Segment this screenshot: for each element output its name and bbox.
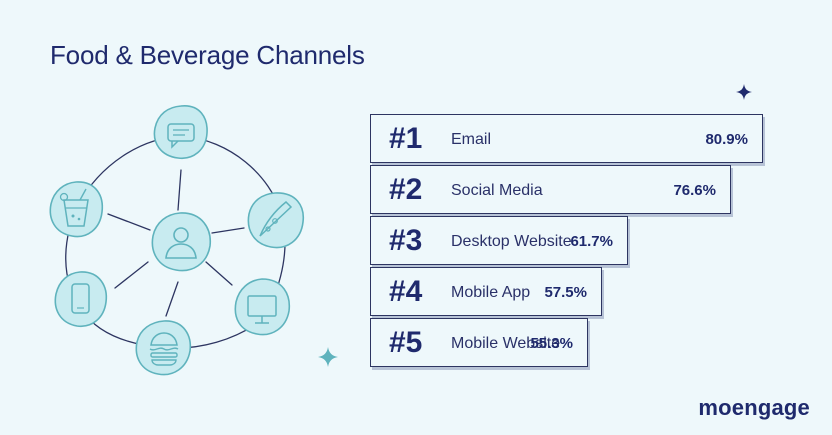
- hub-spokes: [107, 169, 245, 317]
- drink-glass-icon: [49, 181, 104, 238]
- channel-label: Mobile App: [451, 284, 531, 301]
- channel-value: 76.6%: [673, 182, 716, 199]
- rank-row-5: #5 Mobile Website 55.3%: [370, 318, 588, 367]
- channel-hub-illustration: [49, 105, 305, 376]
- moengage-logo: moengage: [698, 395, 810, 420]
- pizza-slice-icon: [247, 192, 305, 249]
- channel-value: 57.5%: [544, 284, 587, 301]
- rank-row-3: #3 Desktop Website 61.7%: [370, 216, 628, 265]
- sparkle-icon: [736, 84, 752, 100]
- channel-value: 80.9%: [705, 131, 748, 148]
- rank-row-2: #2 Social Media 76.6%: [370, 165, 731, 214]
- rank-number: #4: [389, 275, 423, 308]
- channel-value: 61.7%: [570, 233, 613, 250]
- rank-row-1: #1 Email 80.9%: [370, 114, 763, 163]
- teal-sparkle-icon: [318, 347, 338, 367]
- channel-label: Email: [451, 131, 492, 148]
- channel-value: 55.3%: [530, 335, 573, 352]
- page-title: Food & Beverage Channels: [50, 40, 365, 70]
- monitor-icon: [234, 278, 291, 336]
- smartphone-icon: [54, 271, 108, 327]
- chat-bubble-icon: [153, 105, 208, 159]
- rank-number: #2: [389, 173, 423, 206]
- channel-label: Social Media: [451, 182, 543, 199]
- channel-label: Mobile Website: [451, 335, 561, 352]
- channel-label: Desktop Website: [451, 233, 572, 250]
- rank-number: #1: [389, 122, 423, 155]
- user-icon: [151, 212, 211, 272]
- burger-icon: [135, 320, 192, 376]
- rank-row-4: #4 Mobile App 57.5%: [370, 267, 602, 316]
- rank-number: #5: [389, 326, 423, 359]
- rank-number: #3: [389, 224, 423, 257]
